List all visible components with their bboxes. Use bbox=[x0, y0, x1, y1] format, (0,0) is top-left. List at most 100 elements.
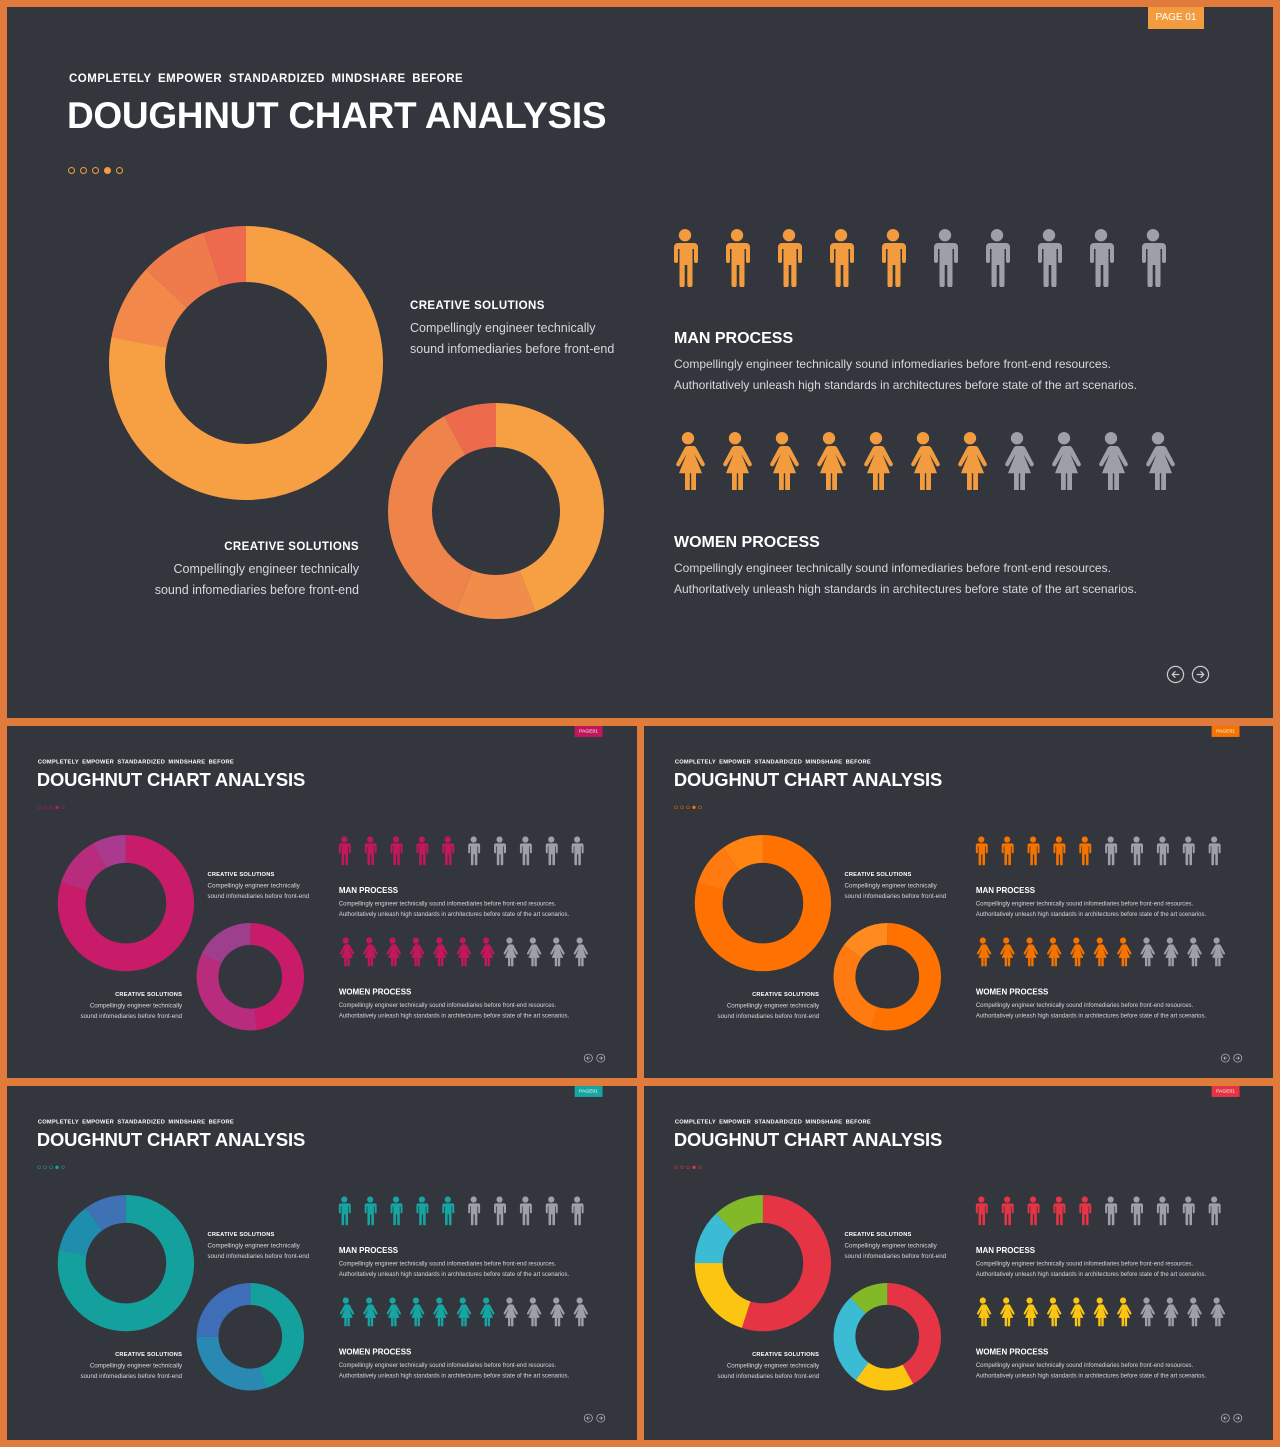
creative-line-2: sound infomediaries before front-end bbox=[80, 1372, 183, 1380]
creative-line-2: sound infomediaries before front-end bbox=[844, 1252, 947, 1260]
slide-subtitle: COMPLETELY EMPOWER STANDARDIZED MINDSHAR… bbox=[37, 1118, 234, 1125]
creative-solutions-bottom: CREATIVE SOLUTIONS Compellingly engineer… bbox=[127, 541, 359, 601]
creative-solutions-bottom: CREATIVE SOLUTIONS Compellingly engineer… bbox=[704, 992, 819, 1022]
man-icon bbox=[338, 1196, 351, 1226]
arrow-left-circle-icon[interactable] bbox=[1221, 1053, 1230, 1063]
pagination-dot[interactable] bbox=[61, 805, 65, 810]
man-icon bbox=[390, 1196, 403, 1226]
pagination-dot[interactable] bbox=[692, 1165, 696, 1170]
slide-thumbnail-multicolor[interactable]: PAGE01 COMPLETELY EMPOWER STANDARDIZED M… bbox=[644, 1086, 1273, 1440]
man-icon bbox=[1156, 836, 1169, 866]
man-icon bbox=[390, 836, 403, 866]
slide-thumbnail-magenta[interactable]: PAGE01 COMPLETELY EMPOWER STANDARDIZED M… bbox=[7, 726, 637, 1078]
woman-icons-row bbox=[972, 937, 1227, 967]
arrow-left-circle-icon[interactable] bbox=[1221, 1413, 1230, 1423]
women-process-text: Compellingly engineer technically sound … bbox=[339, 1360, 608, 1381]
creative-line-2: sound infomediaries before front-end bbox=[80, 1012, 183, 1020]
doughnut-segment bbox=[388, 403, 605, 619]
woman-icon bbox=[573, 937, 588, 967]
man-icon bbox=[1182, 1196, 1195, 1226]
woman-icon bbox=[1070, 937, 1085, 967]
doughnut-chart-small bbox=[388, 403, 605, 619]
arrow-right-circle-icon[interactable] bbox=[596, 1053, 606, 1063]
man-icon bbox=[726, 229, 750, 287]
pagination-dot[interactable] bbox=[674, 1165, 678, 1170]
pagination-dot[interactable] bbox=[92, 167, 99, 174]
doughnut-segment bbox=[57, 834, 195, 972]
pagination-dot[interactable] bbox=[104, 167, 111, 174]
slide-inner: PAGE01 COMPLETELY EMPOWER STANDARDIZED M… bbox=[644, 726, 1273, 1078]
pagination-dot[interactable] bbox=[68, 167, 75, 174]
creative-solutions-text: Compellingly engineer technically sound … bbox=[410, 318, 640, 360]
man-icons-row bbox=[667, 229, 1171, 287]
doughnut-segment bbox=[196, 923, 305, 1031]
slide-inner: PAGE01 COMPLETELY EMPOWER STANDARDIZED M… bbox=[7, 726, 637, 1078]
arrow-left-circle-icon[interactable] bbox=[1166, 665, 1185, 684]
man-icon bbox=[1105, 1196, 1118, 1226]
pagination-dot[interactable] bbox=[692, 805, 696, 810]
pagination-dot[interactable] bbox=[49, 805, 53, 810]
process-line-2: Authoritatively unleash high standards i… bbox=[674, 378, 1137, 392]
creative-line-2: sound infomediaries before front-end bbox=[717, 1012, 820, 1020]
doughnut-chart-small bbox=[833, 1283, 942, 1391]
pagination-dot[interactable] bbox=[37, 805, 41, 810]
woman-icon bbox=[1093, 937, 1109, 967]
process-line-1: Compellingly engineer technically sound … bbox=[338, 1361, 557, 1369]
pagination-dot[interactable] bbox=[43, 1165, 47, 1170]
pagination-dot[interactable] bbox=[116, 167, 123, 174]
pagination-dot[interactable] bbox=[49, 1165, 53, 1170]
process-line-1: Compellingly engineer technically sound … bbox=[975, 1361, 1194, 1369]
woman-icon bbox=[1140, 1297, 1155, 1327]
pagination-dot[interactable] bbox=[55, 805, 59, 810]
man-icon bbox=[975, 836, 988, 866]
creative-line-1: Compellingly engineer technically bbox=[844, 1242, 937, 1250]
man-icon bbox=[778, 229, 802, 287]
process-line-1: Compellingly engineer technically sound … bbox=[338, 900, 557, 908]
pagination-dot[interactable] bbox=[61, 1165, 65, 1170]
pagination-dot[interactable] bbox=[698, 805, 702, 810]
pagination-dot[interactable] bbox=[674, 805, 678, 810]
woman-icon bbox=[1099, 432, 1128, 490]
creative-solutions-top: CREATIVE SOLUTIONS Compellingly engineer… bbox=[410, 300, 640, 360]
pagination-dot[interactable] bbox=[37, 1165, 41, 1170]
arrow-right-circle-icon[interactable] bbox=[596, 1413, 606, 1423]
arrow-right-circle-icon[interactable] bbox=[1191, 665, 1210, 684]
woman-icon bbox=[1070, 1297, 1085, 1327]
creative-solutions-text: Compellingly engineer technically sound … bbox=[207, 881, 321, 902]
creative-line-2: sound infomediaries before front-end bbox=[207, 892, 310, 900]
pagination-dot[interactable] bbox=[686, 1165, 690, 1170]
creative-solutions-top: CREATIVE SOLUTIONS Compellingly engineer… bbox=[207, 872, 321, 902]
woman-icon bbox=[456, 937, 472, 967]
man-icon bbox=[545, 1196, 558, 1226]
man-process-text: Compellingly engineer technically sound … bbox=[674, 354, 1214, 396]
man-icon bbox=[442, 1196, 455, 1226]
pagination-dot[interactable] bbox=[55, 1165, 59, 1170]
woman-icon bbox=[480, 1297, 495, 1327]
pagination-dot[interactable] bbox=[680, 805, 684, 810]
slide-thumbnail-teal[interactable]: PAGE01 COMPLETELY EMPOWER STANDARDIZED M… bbox=[7, 1086, 637, 1440]
women-process-heading: WOMEN PROCESS bbox=[338, 988, 412, 997]
man-icons-row bbox=[972, 836, 1223, 866]
woman-icon bbox=[864, 432, 893, 490]
doughnut-segment bbox=[388, 403, 604, 619]
pagination-dot[interactable] bbox=[686, 805, 690, 810]
woman-icons-row bbox=[335, 1297, 590, 1327]
arrow-left-circle-icon[interactable] bbox=[584, 1413, 593, 1423]
arrow-right-circle-icon[interactable] bbox=[1233, 1053, 1243, 1063]
man-icon bbox=[468, 1196, 481, 1226]
slide-subtitle: COMPLETELY EMPOWER STANDARDIZED MINDSHAR… bbox=[69, 73, 464, 85]
pagination-dot[interactable] bbox=[43, 805, 47, 810]
woman-icon bbox=[363, 937, 378, 967]
woman-icon bbox=[1164, 1297, 1179, 1327]
woman-icon bbox=[456, 1297, 472, 1327]
doughnut-charts bbox=[57, 1194, 305, 1391]
arrow-left-circle-icon[interactable] bbox=[584, 1053, 593, 1063]
slide-thumbnail-orange[interactable]: PAGE01 COMPLETELY EMPOWER STANDARDIZED M… bbox=[644, 726, 1273, 1078]
pagination-dot[interactable] bbox=[680, 1165, 684, 1170]
pagination-dot[interactable] bbox=[80, 167, 87, 174]
arrow-right-circle-icon[interactable] bbox=[1233, 1413, 1243, 1423]
creative-solutions-text: Compellingly engineer technically sound … bbox=[207, 1241, 321, 1262]
creative-line-1: Compellingly engineer technically bbox=[173, 562, 359, 576]
doughnut-segment bbox=[57, 834, 195, 972]
pagination-dot[interactable] bbox=[698, 1165, 702, 1170]
